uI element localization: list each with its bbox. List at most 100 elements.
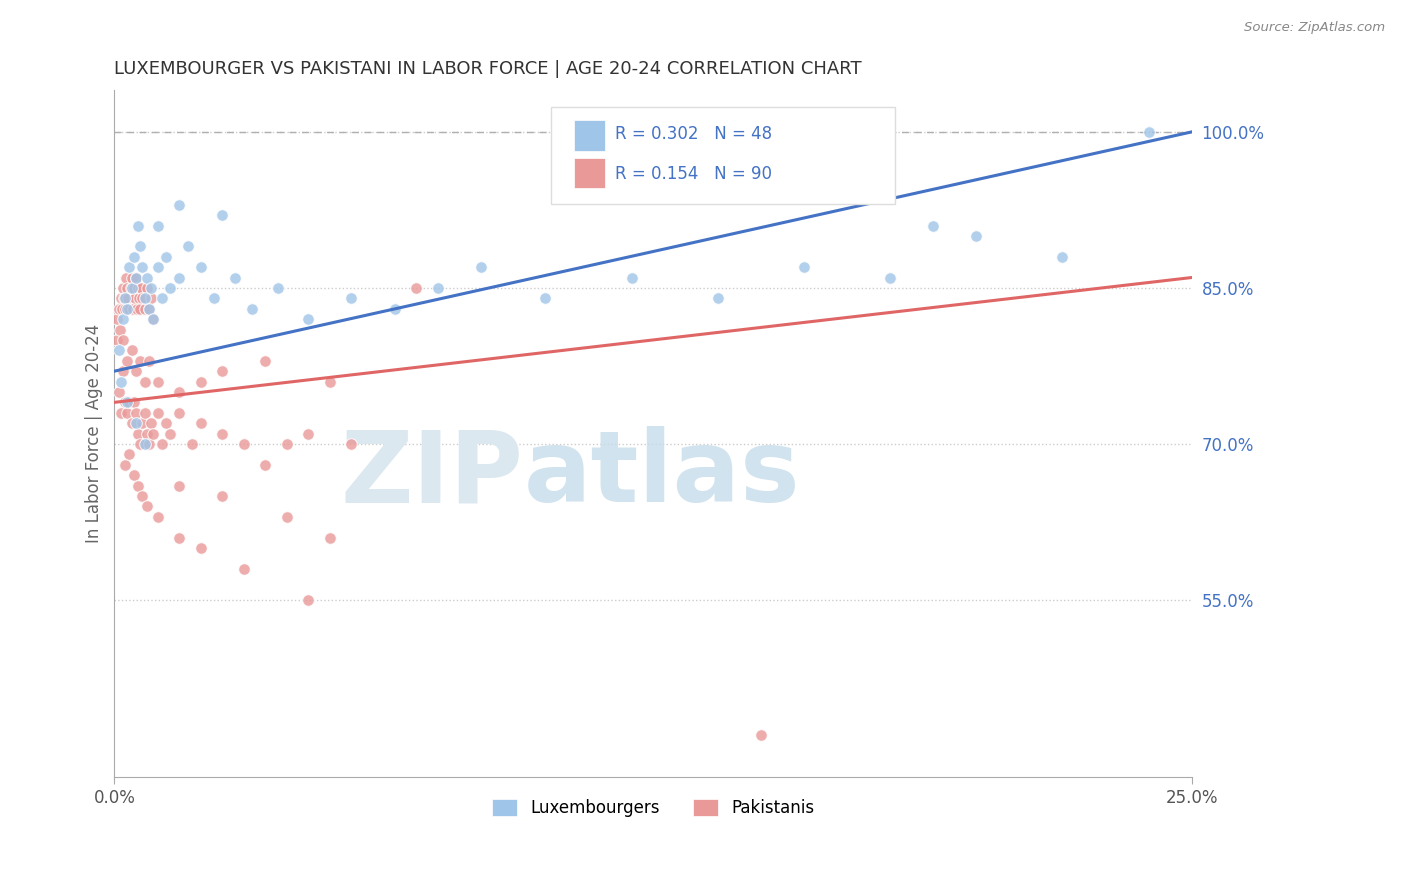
Luxembourgers [297,312,319,326]
Luxembourgers [142,312,165,326]
Pakistanis [167,406,190,420]
Luxembourgers [146,260,169,274]
Pakistanis [138,301,160,316]
Pakistanis [127,281,149,295]
Pakistanis [138,353,160,368]
Pakistanis [129,281,152,295]
Luxembourgers [138,301,160,316]
Pakistanis [107,301,129,316]
Pakistanis [297,426,319,441]
Luxembourgers [150,291,173,305]
Pakistanis [232,562,254,576]
Pakistanis [117,406,139,420]
Pakistanis [155,416,177,430]
Pakistanis [120,281,142,295]
Pakistanis [190,416,212,430]
Pakistanis [167,384,190,399]
Luxembourgers [121,281,143,295]
Text: LUXEMBOURGER VS PAKISTANI IN LABOR FORCE | AGE 20-24 CORRELATION CHART: LUXEMBOURGER VS PAKISTANI IN LABOR FORCE… [114,60,862,78]
Pakistanis [211,364,233,378]
Pakistanis [146,406,169,420]
Pakistanis [254,458,277,472]
Luxembourgers [879,270,901,285]
Pakistanis [319,531,342,545]
Text: Source: ZipAtlas.com: Source: ZipAtlas.com [1244,21,1385,34]
Pakistanis [112,364,135,378]
Pakistanis [134,301,156,316]
Luxembourgers [965,228,987,243]
Luxembourgers [167,197,190,211]
Luxembourgers [129,239,152,253]
Pakistanis [122,281,145,295]
Pakistanis [128,291,150,305]
Luxembourgers [167,270,190,285]
Pakistanis [129,301,152,316]
Luxembourgers [426,281,449,295]
Luxembourgers [224,270,246,285]
Luxembourgers [114,291,136,305]
FancyBboxPatch shape [575,158,605,188]
Luxembourgers [1052,250,1074,264]
Pakistanis [127,426,149,441]
Pakistanis [118,395,141,409]
Pakistanis [190,541,212,555]
Pakistanis [146,375,169,389]
Pakistanis [190,375,212,389]
Pakistanis [129,437,152,451]
Pakistanis [405,281,427,295]
Pakistanis [297,593,319,607]
Pakistanis [211,489,233,503]
FancyBboxPatch shape [551,107,896,203]
Pakistanis [121,301,143,316]
Pakistanis [107,333,129,347]
Luxembourgers [340,291,363,305]
Luxembourgers [706,291,728,305]
Pakistanis [340,437,363,451]
Pakistanis [276,437,298,451]
Luxembourgers [793,260,815,274]
Luxembourgers [267,281,290,295]
Pakistanis [118,447,141,461]
Pakistanis [134,406,156,420]
Text: atlas: atlas [524,426,800,524]
Luxembourgers [110,375,132,389]
Pakistanis [129,353,152,368]
Y-axis label: In Labor Force | Age 20-24: In Labor Force | Age 20-24 [86,324,103,543]
Pakistanis [110,406,132,420]
Text: R = 0.302   N = 48: R = 0.302 N = 48 [616,125,772,143]
Text: ZIP: ZIP [340,426,524,524]
FancyBboxPatch shape [575,120,605,151]
Pakistanis [146,509,169,524]
Pakistanis [135,426,157,441]
Pakistanis [111,301,134,316]
Pakistanis [122,468,145,483]
Pakistanis [115,270,138,285]
Pakistanis [254,353,277,368]
Pakistanis [167,478,190,492]
Legend: Luxembourgers, Pakistanis: Luxembourgers, Pakistanis [485,792,821,823]
Pakistanis [135,281,157,295]
Luxembourgers [134,437,156,451]
Pakistanis [108,322,131,336]
Luxembourgers [211,208,233,222]
Luxembourgers [107,343,129,358]
Luxembourgers [112,312,135,326]
Pakistanis [121,416,143,430]
Luxembourgers [135,270,157,285]
Pakistanis [117,353,139,368]
Luxembourgers [125,416,148,430]
Pakistanis [114,301,136,316]
Pakistanis [125,364,148,378]
Luxembourgers [155,250,177,264]
Pakistanis [319,375,342,389]
Pakistanis [139,416,162,430]
Pakistanis [139,291,162,305]
Luxembourgers [139,281,162,295]
Pakistanis [134,375,156,389]
Pakistanis [121,343,143,358]
Luxembourgers [240,301,263,316]
Pakistanis [127,478,149,492]
Luxembourgers [620,270,643,285]
Pakistanis [121,270,143,285]
Pakistanis [110,291,132,305]
